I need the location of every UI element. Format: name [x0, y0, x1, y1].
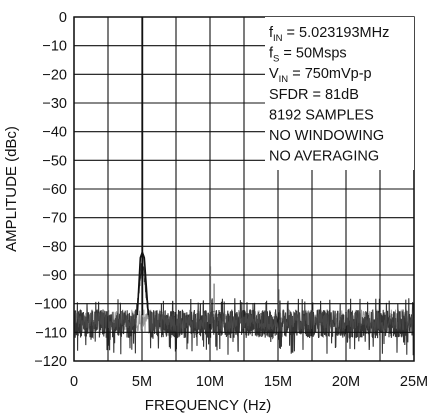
- y-axis-label: AMPLITUDE (dBc): [3, 126, 20, 252]
- plot-border: [73, 16, 415, 362]
- y-tick-label: −110: [35, 325, 67, 341]
- noise-floor-trace-overlay: [73, 308, 415, 333]
- spectrum-trace: [73, 17, 415, 356]
- x-tick-label: 25M: [400, 374, 428, 390]
- y-tick-label: −100: [34, 297, 67, 313]
- x-tick-label: 20M: [332, 374, 360, 390]
- annotation-line: fIN = 5.023193MHz: [269, 25, 389, 44]
- y-tick-label: −120: [34, 354, 67, 370]
- plot-frame: [73, 16, 415, 362]
- y-tick-label: −20: [42, 67, 67, 83]
- annotation-background: [265, 17, 414, 170]
- y-tick-label: 0: [59, 10, 67, 26]
- x-axis-label: FREQUENCY (Hz): [145, 397, 271, 414]
- y-tick-label: −10: [42, 39, 67, 55]
- x-tick-label: 10M: [196, 374, 224, 390]
- y-tick-label: −30: [42, 96, 67, 112]
- y-tick-label: −40: [42, 125, 67, 141]
- y-tick-label: −70: [42, 211, 67, 227]
- annotation-line: 8192 SAMPLES: [269, 107, 374, 123]
- annotation-line: VIN = 750mVp-p: [269, 66, 372, 85]
- annotation-line: SFDR = 81dB: [269, 87, 359, 103]
- annotation-line: fS = 50Msps: [269, 46, 347, 65]
- y-axis-tick-labels: 0 −10 −20 −30 −40 −50 −60 −70 −80 −90 −100 −110 −120: [34, 10, 67, 370]
- x-axis-tick-labels: 0 5M 10M 15M 20M 25M: [70, 374, 428, 390]
- y-tick-label: −50: [42, 153, 67, 169]
- annotation-line: NO AVERAGING: [269, 149, 379, 165]
- annotation-line: NO WINDOWING: [269, 128, 384, 144]
- y-tick-label: −80: [42, 239, 67, 255]
- x-tick-label: 15M: [264, 374, 292, 390]
- y-tick-label: −90: [42, 268, 67, 284]
- fundamental-skirt: [136, 249, 150, 316]
- x-tick-label: 0: [70, 374, 78, 390]
- y-tick-label: −60: [42, 182, 67, 198]
- x-tick-label: 5M: [132, 374, 152, 390]
